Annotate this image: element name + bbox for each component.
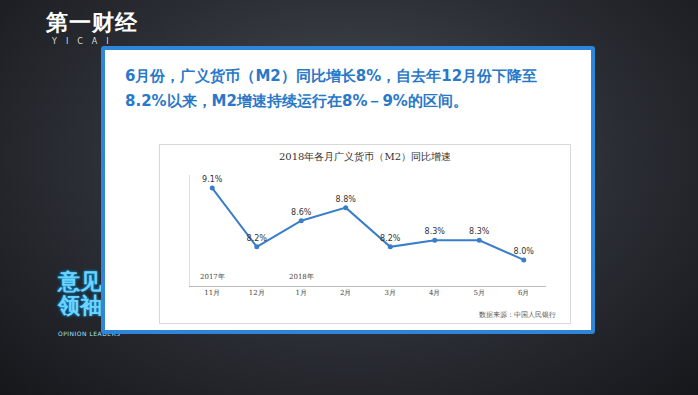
svg-text:12月: 12月 [249,289,265,297]
svg-text:8.2%: 8.2% [380,234,401,243]
svg-text:11月: 11月 [204,289,220,297]
html-text:OPINION LEADERS: OPINION LEADERS [58,330,121,337]
svg-text:8.6%: 8.6% [291,208,312,217]
svg-text:8.0%: 8.0% [514,247,535,256]
svg-text:3月: 3月 [385,289,396,297]
svg-text:8.2%: 8.2% [247,234,268,243]
html-text:第一财经: 第一财经 [46,10,138,35]
html-text:数据来源：中国人民银行: 数据来源：中国人民银行 [479,311,556,319]
svg-text:2018年各月广义货币（M2）同比增速: 2018年各月广义货币（M2）同比增速 [279,151,451,162]
svg-text:2017年: 2017年 [200,273,225,281]
svg-text:8.8%: 8.8% [336,195,357,204]
svg-text:1月: 1月 [296,289,307,297]
svg-text:4月: 4月 [429,289,440,297]
svg-text:8.3%: 8.3% [425,227,446,236]
svg-text:6月: 6月 [518,289,529,297]
svg-text:9.1%: 9.1% [202,175,223,184]
svg-text:5月: 5月 [474,289,485,297]
html-text:意见领袖: 意见领袖 [58,269,102,318]
html-text:6月份，广义货币（M2）同比增长8%，自去年12月份下降至8: 6月份，广义货币（M2）同比增长8%，自去年12月份下降至8.2%以来，M2增速… [125,67,538,110]
svg-text:2月: 2月 [340,289,351,297]
svg-text:8.3%: 8.3% [469,227,490,236]
html-text:YICAI: YICAI [52,37,118,46]
svg-text:2018年: 2018年 [289,273,314,281]
